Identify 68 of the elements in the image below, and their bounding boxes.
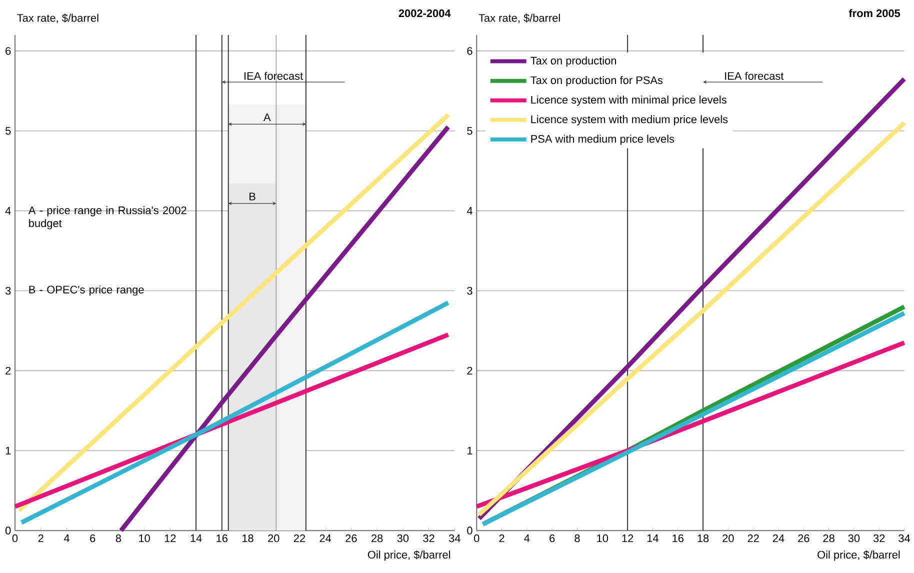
x-tick-label: 24 [772, 534, 784, 542]
x-tick-label: 6 [550, 534, 555, 542]
x-tick-label: 4 [524, 534, 530, 542]
annotation: B - OPEC's price range [29, 286, 144, 296]
y-tick-label: 5 [467, 127, 472, 135]
x-tick-label: 14 [647, 534, 658, 542]
line-series [118, 124, 450, 534]
y-tick-label: 5 [5, 127, 11, 135]
x-tick-label: 14 [190, 534, 202, 542]
x-axis-title: Oil price, $/barrel [818, 550, 900, 561]
y-tick-label: 2 [467, 367, 472, 375]
legend-label: Licence system with medium price levels [531, 115, 728, 126]
legend-label: PSA with medium price levels [531, 134, 674, 146]
y-tick-label: 2 [6, 367, 11, 375]
y-tick-label: 3 [5, 287, 11, 295]
x-tick-label: 34 [448, 534, 460, 542]
ref-line-label: IEA forecast [725, 72, 784, 80]
band-label: B [250, 192, 256, 200]
x-tick-label: 28 [372, 534, 383, 542]
x-tick-label: 4 [64, 534, 70, 542]
ref-line-label: IEA forecast [244, 72, 304, 80]
x-tick-label: 6 [90, 534, 96, 542]
legend-label: Licence system with minimal price levels [531, 96, 726, 106]
y-tick-label: 1 [468, 447, 472, 455]
y-tick-label: 4 [5, 207, 11, 215]
x-tick-label: 30 [397, 534, 409, 542]
x-tick-label: 32 [873, 534, 885, 542]
x-axis-title: Oil price, $/barrel [368, 550, 450, 561]
x-tick-label: 24 [320, 534, 332, 542]
x-tick-label: 10 [139, 534, 150, 542]
y-tick-label: 6 [6, 47, 11, 56]
x-tick-label: 16 [672, 534, 684, 542]
x-tick-label: 10 [597, 534, 608, 542]
x-tick-label: 20 [722, 534, 734, 542]
x-tick-label: 8 [574, 534, 580, 542]
y-tick-label: 3 [467, 287, 472, 295]
x-tick-label: 22 [294, 534, 306, 542]
band-label: A [264, 114, 271, 122]
x-tick-label: 16 [216, 534, 228, 542]
x-tick-label: 18 [242, 534, 254, 542]
x-tick-label: 18 [698, 534, 709, 542]
y-tick-label: 0 [5, 526, 11, 535]
x-tick-label: 22 [748, 534, 759, 542]
x-tick-label: 8 [116, 534, 121, 542]
x-tick-label: 28 [823, 534, 834, 542]
annotation: A - price range in Russia's 2002 budget [28, 206, 186, 230]
y-tick-label: 6 [467, 47, 472, 56]
y-axis-title: Tax rate, $/barrel [478, 14, 560, 24]
y-tick-label: 1 [6, 447, 11, 455]
x-tick-label: 26 [346, 534, 357, 542]
legend-label: Tax on production [530, 56, 616, 67]
x-tick-label: 2 [499, 534, 504, 542]
x-tick-label: 32 [423, 534, 434, 542]
x-tick-label: 20 [268, 534, 280, 542]
x-tick-label: 26 [798, 534, 810, 542]
chart-title: from 2005 [848, 9, 900, 18]
x-tick-label: 12 [164, 534, 176, 542]
y-tick-label: 0 [467, 526, 472, 535]
x-tick-label: 0 [12, 534, 18, 542]
y-axis-title: Tax rate, $/barrel [17, 14, 98, 24]
chart-title: 2002-2004 [398, 10, 451, 18]
x-tick-label: 30 [848, 534, 860, 542]
y-tick-label: 4 [466, 207, 472, 215]
legend-label: Tax on production for PSAs [530, 76, 663, 86]
x-tick-label: 2 [38, 534, 44, 542]
x-tick-label: 34 [898, 534, 910, 542]
x-tick-label: 0 [474, 534, 480, 542]
x-tick-label: 12 [622, 534, 634, 542]
